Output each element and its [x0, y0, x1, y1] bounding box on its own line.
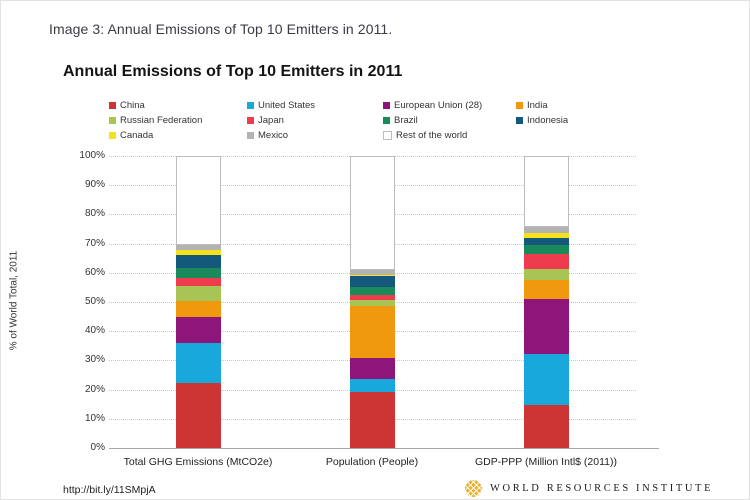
bar-segment — [523, 227, 569, 234]
legend-item: Rest of the world — [383, 130, 516, 141]
bar-segment — [349, 391, 395, 448]
plot-area — [109, 156, 636, 448]
bar-segment — [349, 286, 395, 295]
legend-item: India — [516, 100, 568, 111]
bar-segment — [349, 378, 395, 392]
legend-item: Indonesia — [516, 115, 568, 126]
footer-link[interactable]: http://bit.ly/11SMpjA — [63, 484, 156, 496]
y-tick-label: 20% — [84, 383, 105, 395]
legend-item: Brazil — [383, 115, 516, 126]
bar-segment — [349, 274, 395, 277]
wri-globe-icon — [465, 480, 482, 497]
legend-swatch — [516, 102, 523, 109]
bar-segment — [523, 156, 569, 228]
x-tick-label: Total GHG Emissions (MtCO2e) — [123, 456, 273, 468]
y-tick-label: 40% — [84, 325, 105, 337]
legend-swatch — [247, 117, 254, 124]
y-tick-label: 0% — [90, 442, 105, 453]
bar-segment — [349, 276, 395, 287]
legend-label: Brazil — [394, 115, 418, 126]
legend: China United States European Union (28) Ind… — [109, 100, 568, 141]
bar-segment — [175, 267, 221, 278]
bar-segment — [175, 249, 221, 256]
legend-item: Mexico — [247, 130, 383, 141]
bar-segment — [349, 300, 395, 306]
legend-swatch — [247, 102, 254, 109]
y-tick-label: 50% — [84, 296, 105, 307]
wri-brand: WORLD RESOURCES INSTITUTE — [465, 480, 713, 497]
bar-segment — [349, 357, 395, 379]
legend-swatch — [109, 132, 116, 139]
bar-segment — [175, 285, 221, 301]
y-tick-label: 60% — [84, 266, 105, 278]
bar-segment — [523, 354, 569, 405]
legend-item: Japan — [247, 115, 383, 126]
legend-item: Russian Federation — [109, 115, 247, 126]
wri-brand-text: WORLD RESOURCES INSTITUTE — [490, 483, 714, 494]
legend-swatch — [383, 117, 390, 124]
x-tick-label: GDP-PPP (Million Intl$ (2011)) — [475, 456, 617, 468]
y-tick-label: 90% — [84, 179, 105, 191]
y-tick-label: 100% — [79, 150, 105, 161]
legend-swatch — [383, 131, 392, 140]
y-tick-label: 10% — [84, 412, 105, 424]
bar-segment — [175, 156, 221, 245]
bar-segment — [349, 156, 395, 270]
legend-item: China — [109, 100, 247, 111]
legend-label: India — [527, 100, 548, 111]
bar-segment — [175, 277, 221, 286]
legend-label: China — [120, 100, 145, 111]
legend-swatch — [109, 117, 116, 124]
y-tick-label: 70% — [84, 237, 105, 249]
bar-segment — [175, 343, 221, 383]
legend-item: Canada — [109, 130, 247, 141]
bar-segment — [349, 269, 395, 275]
legend-label: Canada — [120, 130, 154, 141]
legend-label: Russian Federation — [120, 115, 203, 126]
legend-swatch — [516, 117, 523, 124]
y-axis-label: % of World Total, 2011 — [8, 250, 20, 351]
legend-swatch — [383, 102, 390, 109]
bar-segment — [175, 316, 221, 344]
bar-segment — [523, 245, 569, 255]
legend-item: United States — [247, 100, 383, 111]
bar-segment — [175, 300, 221, 317]
legend-label: Indonesia — [527, 115, 569, 126]
legend-item: European Union (28) — [383, 100, 516, 111]
bar-segment — [349, 294, 395, 300]
bar-segment — [523, 268, 569, 281]
bar-segment — [523, 298, 569, 354]
y-tick-label: 30% — [84, 354, 105, 366]
stacked-bar — [523, 156, 569, 448]
chart-title: Annual Emissions of Top 10 Emitters in 2… — [63, 63, 403, 80]
legend-label: Rest of the world — [396, 130, 468, 141]
bar-segment — [175, 382, 221, 448]
legend-label: European Union (28) — [394, 100, 483, 111]
legend-swatch — [109, 102, 116, 109]
legend-label: United States — [258, 100, 316, 111]
bar-segment — [523, 233, 569, 238]
bar-segment — [349, 305, 395, 358]
bar-segment — [523, 404, 569, 448]
y-tick-label: 80% — [84, 208, 105, 220]
legend-swatch — [247, 132, 254, 139]
bar-segment — [523, 280, 569, 299]
legend-label: Mexico — [258, 130, 289, 141]
bar-segment — [523, 254, 569, 269]
document-caption: Image 3: Annual Emissions of Top 10 Emit… — [49, 21, 393, 37]
bar-segment — [175, 255, 221, 268]
legend-label: Japan — [258, 115, 284, 126]
x-axis-line — [109, 448, 659, 449]
bar-segment — [175, 244, 221, 250]
stacked-bar — [349, 156, 395, 448]
x-tick-label: Population (People) — [325, 456, 419, 468]
stacked-bar — [175, 156, 221, 448]
bar-segment — [523, 237, 569, 246]
